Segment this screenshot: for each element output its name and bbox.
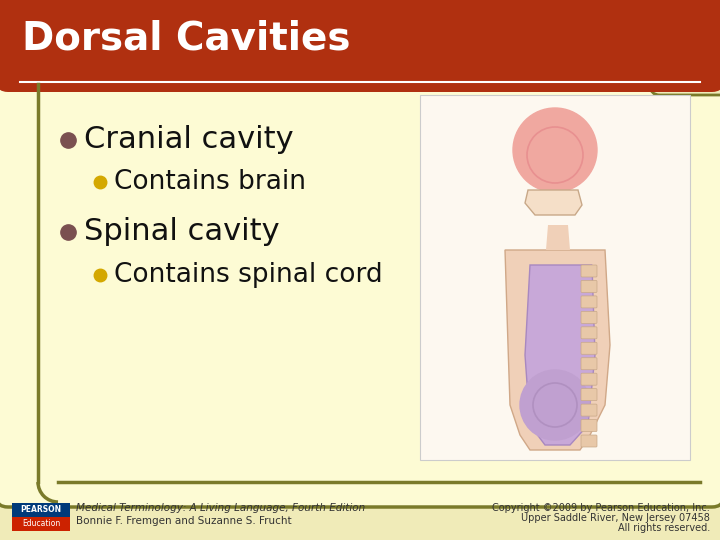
- Text: Bonnie F. Fremgen and Suzanne S. Frucht: Bonnie F. Fremgen and Suzanne S. Frucht: [76, 516, 292, 526]
- FancyBboxPatch shape: [581, 373, 597, 385]
- Polygon shape: [525, 190, 582, 215]
- Text: Cranial cavity: Cranial cavity: [84, 125, 294, 154]
- Text: Education: Education: [22, 519, 60, 529]
- FancyBboxPatch shape: [581, 404, 597, 416]
- Text: Copyright ©2009 by Pearson Education, Inc.: Copyright ©2009 by Pearson Education, In…: [492, 503, 710, 513]
- Circle shape: [513, 108, 597, 192]
- Circle shape: [520, 370, 590, 440]
- Text: Contains spinal cord: Contains spinal cord: [114, 262, 382, 288]
- FancyBboxPatch shape: [581, 265, 597, 277]
- Text: PEARSON: PEARSON: [20, 505, 62, 515]
- FancyBboxPatch shape: [581, 435, 597, 447]
- FancyBboxPatch shape: [581, 357, 597, 370]
- FancyBboxPatch shape: [581, 389, 597, 401]
- Polygon shape: [660, 0, 710, 85]
- Polygon shape: [525, 265, 595, 445]
- FancyBboxPatch shape: [0, 0, 720, 92]
- Text: All rights reserved.: All rights reserved.: [618, 523, 710, 533]
- FancyBboxPatch shape: [581, 280, 597, 293]
- Polygon shape: [505, 250, 610, 450]
- FancyBboxPatch shape: [581, 420, 597, 431]
- Text: Contains brain: Contains brain: [114, 169, 306, 195]
- FancyBboxPatch shape: [12, 517, 70, 531]
- FancyBboxPatch shape: [8, 0, 712, 85]
- FancyBboxPatch shape: [581, 327, 597, 339]
- FancyBboxPatch shape: [581, 342, 597, 354]
- Text: Medical Terminology: A Living Language, Fourth Edition: Medical Terminology: A Living Language, …: [76, 503, 365, 513]
- Text: Spinal cavity: Spinal cavity: [84, 218, 279, 246]
- FancyBboxPatch shape: [8, 55, 712, 85]
- Text: Dorsal Cavities: Dorsal Cavities: [22, 19, 351, 57]
- FancyBboxPatch shape: [420, 95, 690, 460]
- FancyBboxPatch shape: [581, 312, 597, 323]
- FancyBboxPatch shape: [12, 503, 70, 517]
- Text: Upper Saddle River, New Jersey 07458: Upper Saddle River, New Jersey 07458: [521, 513, 710, 523]
- FancyBboxPatch shape: [581, 296, 597, 308]
- Polygon shape: [8, 60, 712, 85]
- FancyBboxPatch shape: [650, 0, 720, 95]
- Polygon shape: [546, 225, 570, 250]
- FancyBboxPatch shape: [0, 35, 720, 507]
